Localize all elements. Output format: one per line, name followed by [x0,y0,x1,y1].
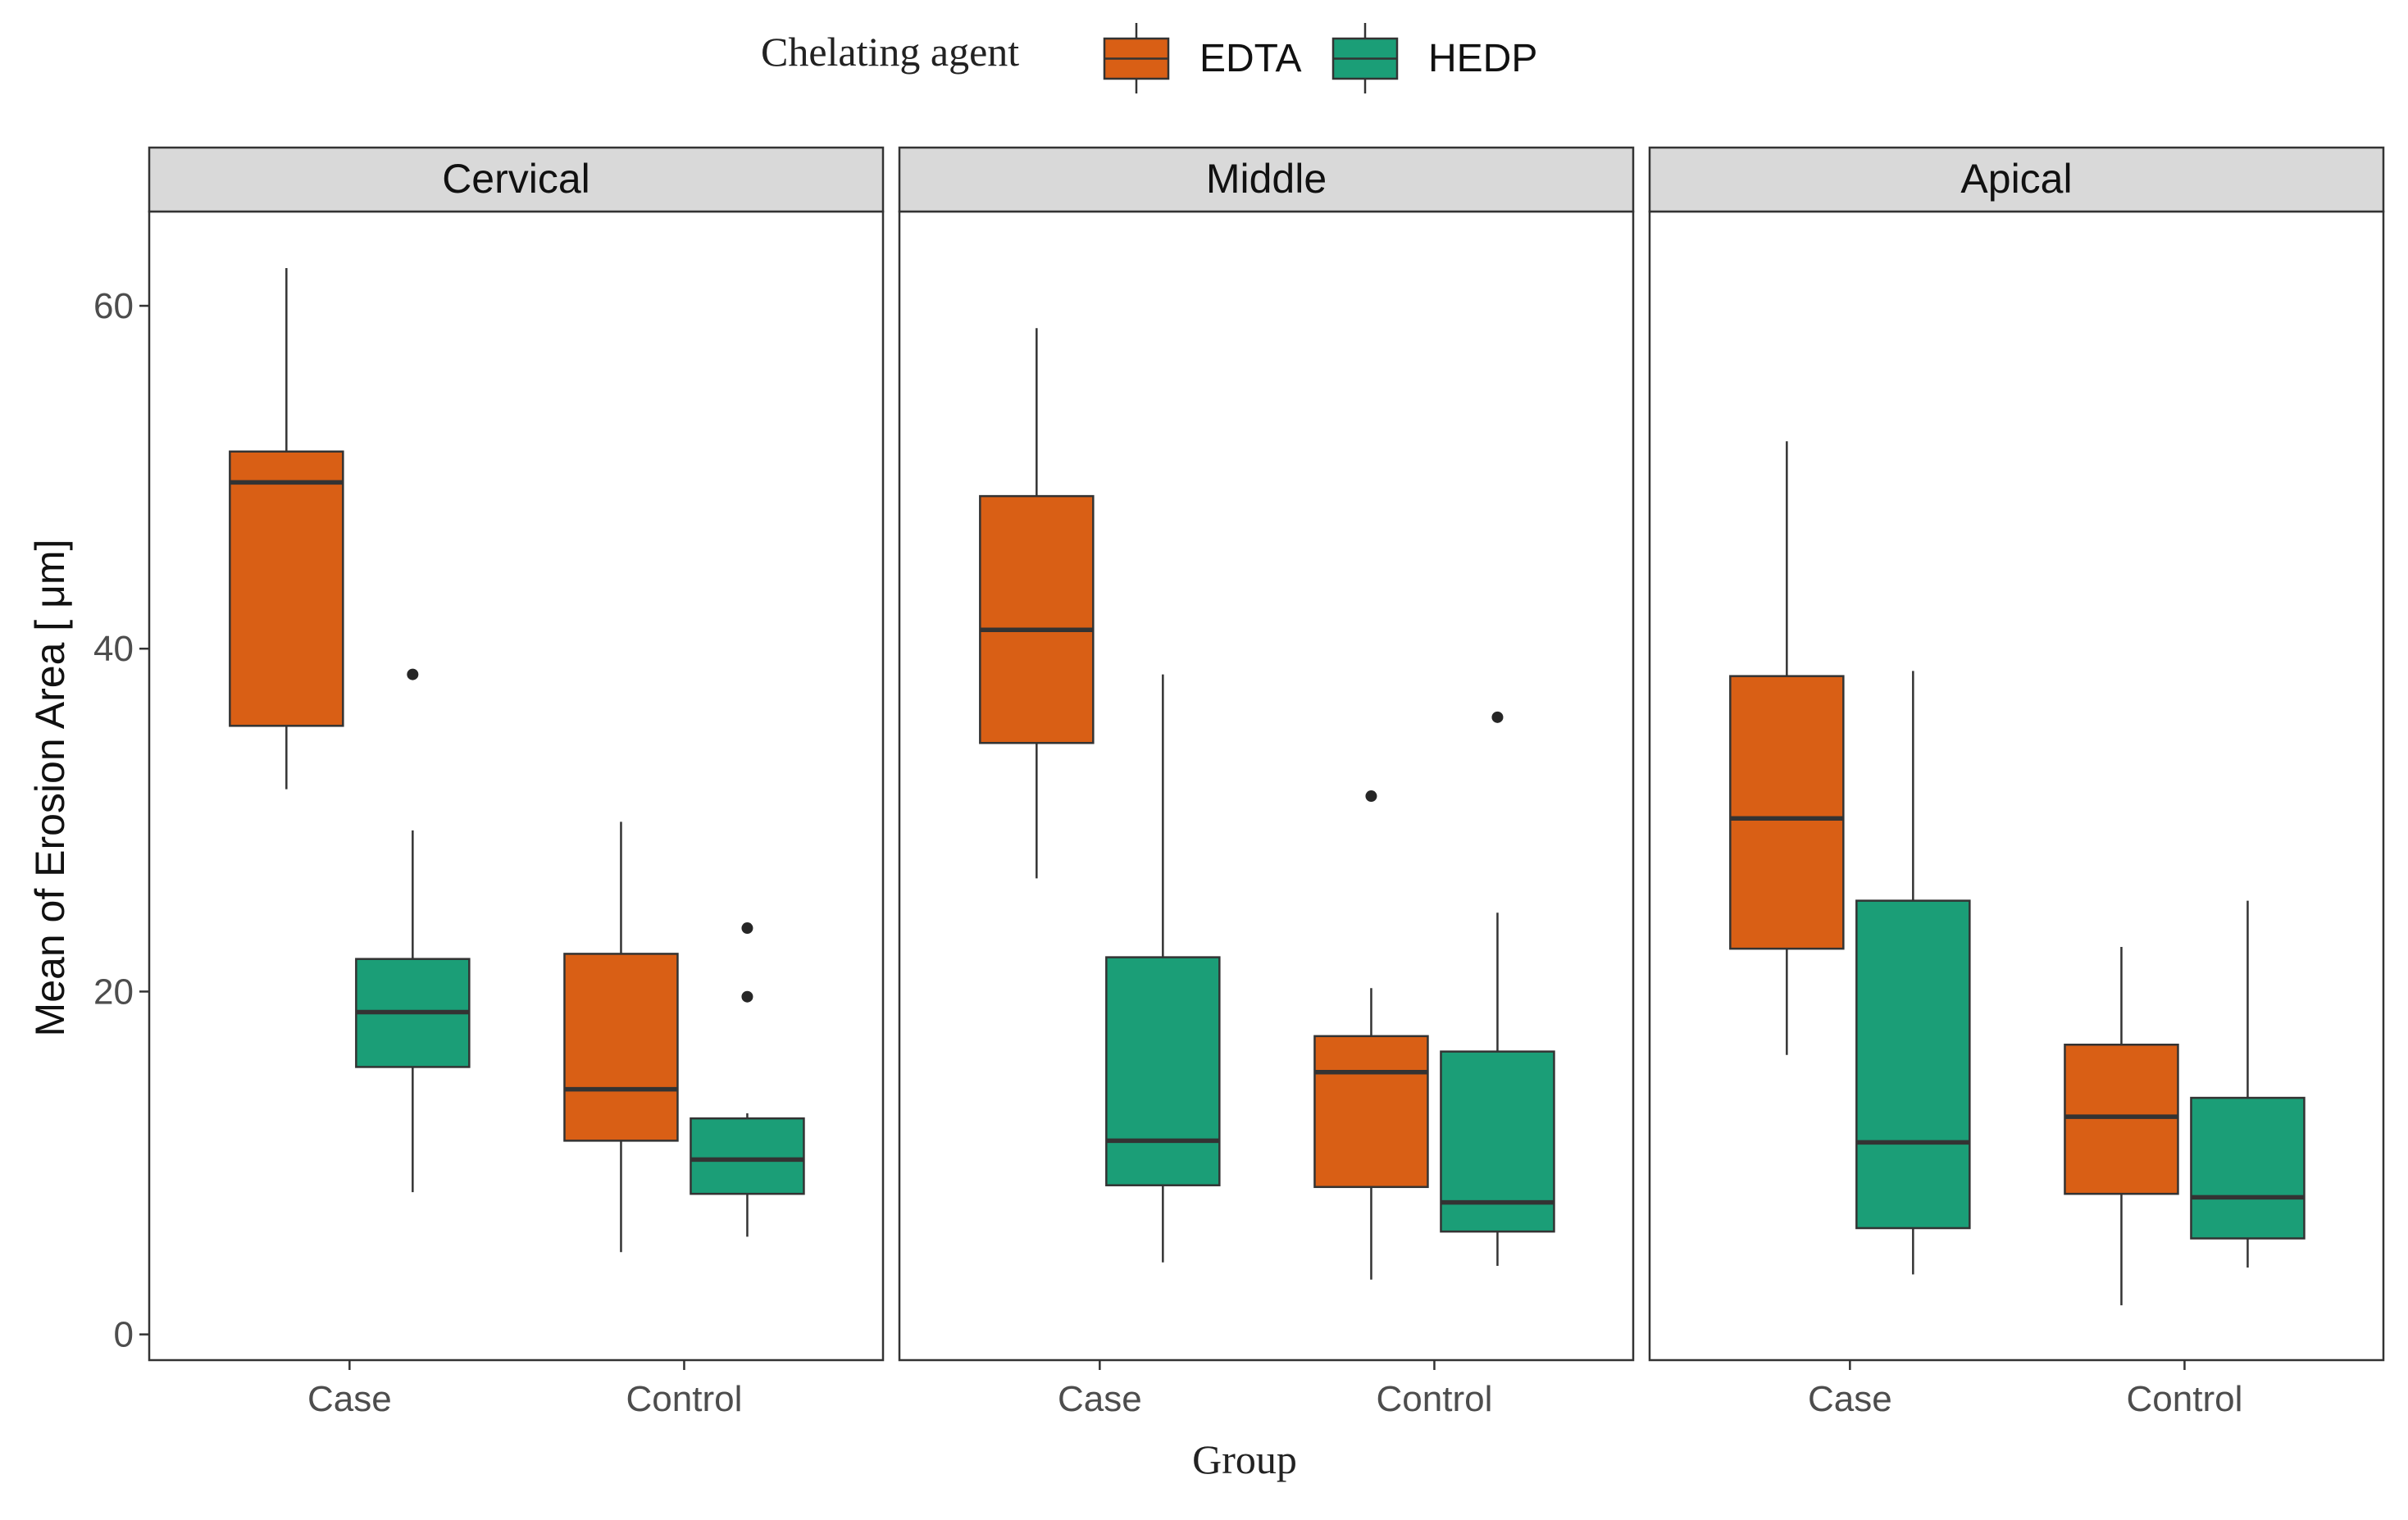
box-edta-cervical-case [229,268,344,790]
box-edta-cervical-control [563,821,679,1253]
box-edta-middle-case-iqr [979,494,1095,744]
y-tick-label-0: 0 [114,1315,134,1355]
box-hedp-cervical-control [690,922,805,1237]
box-hedp-cervical-case-outlier-1 [407,668,419,680]
x-tick-label-apical-control: Control [2127,1379,2243,1419]
strip-label-apical: Apical [1960,156,2072,202]
box-hedp-apical-control [2190,900,2306,1268]
box-hedp-middle-control [1440,711,1555,1266]
box-hedp-cervical-control-outlier-1 [741,990,753,1003]
y-tick-label-40: 40 [93,629,134,669]
legend-key-hedp: HEDP [1331,23,1537,93]
box-hedp-cervical-case [355,668,471,1193]
box-hedp-apical-case-iqr [1855,899,1971,1230]
x-tick-label-apical-case: Case [1808,1379,1892,1419]
box-hedp-middle-control-outlier-1 [1491,711,1504,723]
y-tick-label-60: 60 [93,286,134,326]
box-hedp-apical-case [1855,671,1971,1275]
box-hedp-cervical-control-outlier-2 [741,922,753,935]
strip-apical [1648,146,2385,213]
legend: Chelating agent EDTA HEDP [761,23,1537,93]
box-edta-apical-case [1729,441,1845,1055]
strip-middle [898,146,1635,213]
x-tick-label-cervical-case: Case [307,1379,392,1419]
box-hedp-middle-case-iqr [1105,956,1221,1186]
strip-cervical [148,146,885,213]
x-tick-label-middle-control: Control [1377,1379,1493,1419]
strip-label-middle: Middle [1206,156,1327,202]
box-edta-apical-control-iqr [2064,1043,2179,1195]
box-edta-middle-control [1313,790,1429,1280]
legend-label-edta: EDTA [1199,37,1301,80]
box-edta-middle-control-outlier-1 [1365,790,1377,803]
box-hedp-middle-case [1105,674,1221,1263]
box-edta-apical-case-iqr [1729,675,1845,950]
legend-label-hedp: HEDP [1428,37,1537,80]
box-hedp-apical-control-iqr [2190,1096,2306,1240]
box-edta-cervical-case-iqr [229,450,344,727]
box-edta-cervical-control-iqr [563,953,679,1142]
x-axis-label: Group [1192,1436,1297,1482]
facet-panel-apical: Apical Case Control [1648,146,2385,1419]
y-axis-label: Mean of Erosion Area [ μm] [27,539,73,1037]
strip-label-cervical: Cervical [442,156,590,202]
facet-panel-cervical: Cervical Case Control [148,146,885,1419]
box-edta-middle-control-iqr [1313,1035,1429,1189]
y-tick-label-20: 20 [93,972,134,1012]
legend-key-edta: EDTA [1103,23,1301,93]
x-tick-label-middle-case: Case [1058,1379,1142,1419]
box-edta-middle-case [979,328,1095,879]
legend-title: Chelating agent [761,29,1019,75]
box-edta-apical-control [2064,947,2179,1306]
facet-panel-middle: Middle Case Control [898,146,1635,1419]
y-axis: 0 20 40 60 [93,286,149,1355]
x-tick-label-cervical-control: Control [626,1379,743,1419]
box-hedp-cervical-control-iqr [690,1117,805,1195]
